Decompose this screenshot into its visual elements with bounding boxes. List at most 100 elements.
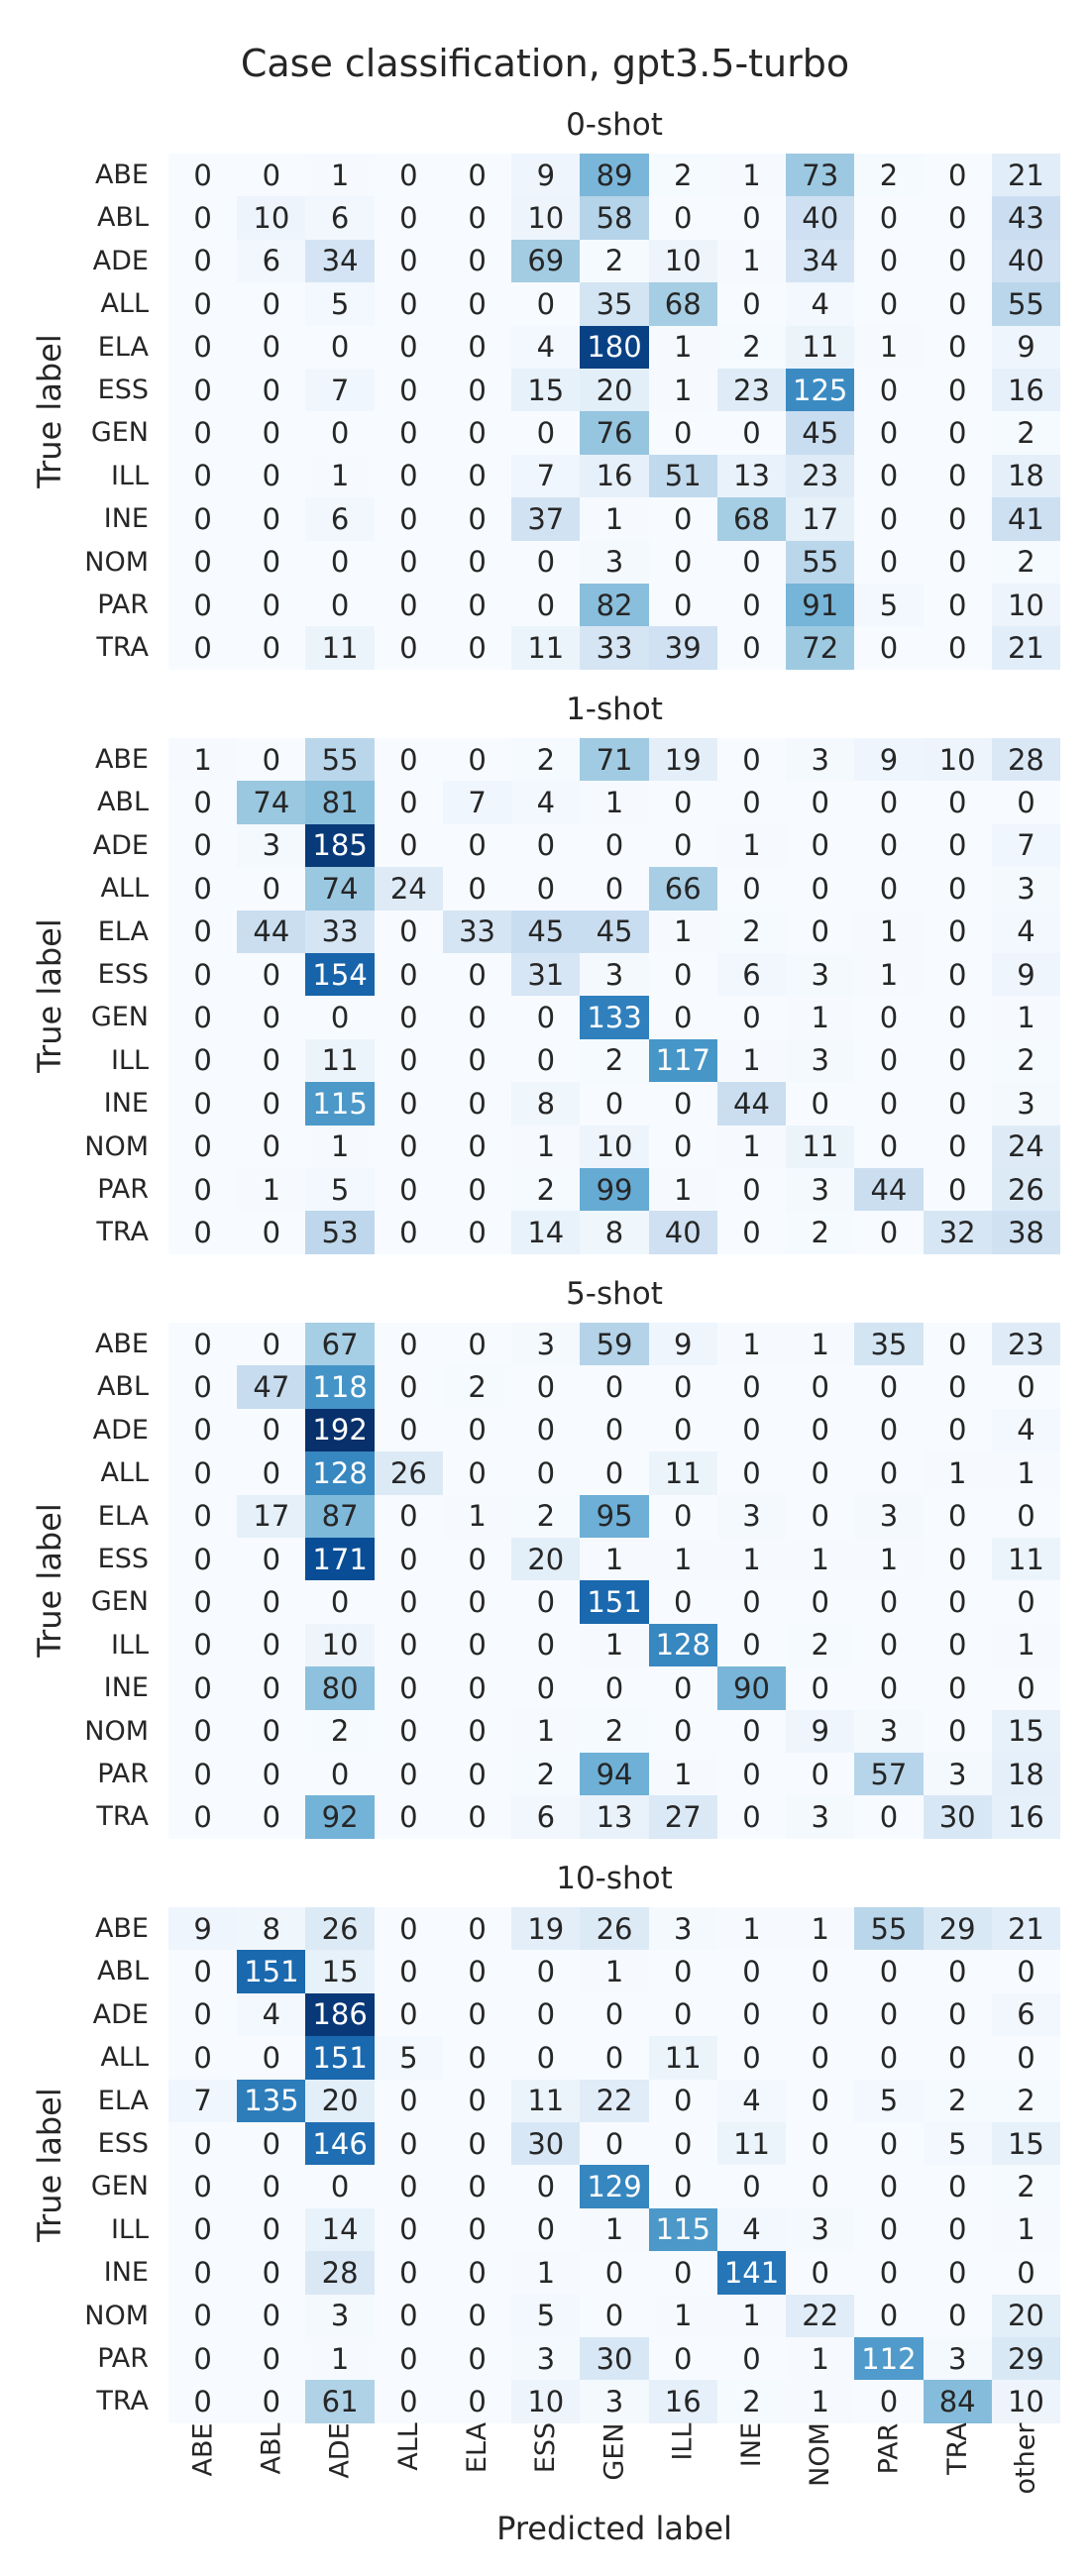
heatmap-cell: 0: [854, 867, 924, 911]
y-tick-label: TRA: [96, 2386, 149, 2417]
heatmap-cell: 33: [442, 910, 512, 953]
heatmap-cell: 3: [580, 953, 649, 997]
heatmap-cell: 10: [237, 196, 306, 240]
heatmap-cell: 0: [716, 738, 787, 782]
heatmap-cell: 90: [716, 1666, 787, 1710]
heatmap-cell: 1: [305, 154, 375, 197]
heatmap-cell: 99: [580, 1168, 649, 1212]
heatmap-cell: 1: [716, 1538, 787, 1581]
heatmap-cell: 0: [511, 411, 581, 455]
heatmap-cell: 0: [923, 626, 992, 670]
y-tick-label: TRA: [96, 1217, 149, 1248]
heatmap-cell: 0: [237, 1323, 306, 1366]
heatmap-cell: 0: [442, 1907, 512, 1951]
heatmap-cell: 0: [786, 1408, 855, 1452]
heatmap-cell: 0: [374, 196, 443, 240]
heatmap-cell: 0: [442, 282, 512, 326]
heatmap-cell: 0: [442, 1038, 512, 1083]
heatmap-cell: 44: [237, 910, 306, 953]
heatmap-cell: 171: [305, 1538, 375, 1581]
heatmap-cell: 1: [305, 2337, 375, 2381]
heatmap-cell: 185: [305, 823, 375, 868]
heatmap-cell: 1: [854, 910, 924, 953]
heatmap-cell: 18: [991, 1753, 1061, 1796]
heatmap-cell: 129: [580, 2165, 649, 2208]
heatmap-cell: 0: [374, 2165, 443, 2208]
heatmap-cell: 0: [854, 2207, 924, 2252]
heatmap-cell: 0: [237, 282, 306, 326]
heatmap-cell: 16: [580, 454, 649, 498]
heatmap-cell: 0: [237, 953, 306, 997]
heatmap-cell: 0: [716, 781, 787, 824]
heatmap-cell: 0: [923, 497, 992, 541]
y-tick-label: ESS: [97, 1544, 149, 1574]
heatmap-cell: 0: [374, 1950, 443, 1993]
heatmap-cell: 10: [580, 1125, 649, 1168]
heatmap-grid: 0 0 1 0 0 9 89 2 1 73 2 0 21 0 10 6 0 0 10 58 0 0 40 0 0 43 0 6 34 0 0…: [168, 154, 1061, 670]
heatmap-cell: 53: [305, 1211, 375, 1254]
heatmap-cell: 0: [511, 867, 581, 911]
heatmap-cell: 0: [374, 1038, 443, 1083]
heatmap-cell: 3: [305, 2294, 375, 2337]
heatmap-cell: 35: [854, 1323, 924, 1366]
heatmap-cell: 32: [923, 1211, 992, 1254]
heatmap-cell: 0: [854, 540, 924, 584]
heatmap-cell: 43: [991, 196, 1061, 240]
heatmap-cell: 0: [580, 1082, 649, 1126]
heatmap-cell: 3: [580, 540, 649, 584]
heatmap-cell: 0: [168, 1666, 238, 1710]
heatmap-cell: 1: [648, 325, 717, 369]
heatmap-cell: 0: [168, 1709, 238, 1753]
heatmap-cell: 15: [305, 1950, 375, 1993]
heatmap-cell: 0: [716, 2036, 787, 2080]
heatmap-cell: 29: [923, 1907, 992, 1951]
heatmap-cell: 0: [374, 1494, 443, 1538]
heatmap-cell: 0: [442, 2079, 512, 2122]
heatmap-cell: 0: [716, 1211, 787, 1254]
heatmap-cell: 26: [580, 1907, 649, 1951]
heatmap-cell: 0: [923, 867, 992, 911]
heatmap-cell: 2: [854, 154, 924, 197]
y-tick-label: ELA: [97, 331, 149, 363]
heatmap-cell: 0: [786, 781, 855, 824]
heatmap-cell: 0: [168, 1795, 238, 1839]
heatmap-cell: 69: [511, 239, 581, 283]
heatmap-cell: 0: [374, 738, 443, 782]
heatmap-cell: 0: [168, 823, 238, 868]
heatmap-cell: 0: [168, 953, 238, 997]
heatmap-cell: 22: [580, 2079, 649, 2122]
heatmap-cell: 0: [442, 154, 512, 197]
y-tick-label: INE: [103, 503, 149, 535]
heatmap-cell: 1: [786, 2337, 855, 2381]
heatmap-cell: 0: [511, 1365, 581, 1409]
heatmap-cell: 0: [923, 584, 992, 627]
heatmap-cell: 0: [716, 1451, 787, 1495]
heatmap-cell: 0: [923, 1494, 992, 1538]
heatmap-cell: 0: [716, 1365, 787, 1409]
heatmap-cell: 1: [648, 1538, 717, 1581]
heatmap-cell: 0: [168, 497, 238, 541]
heatmap-cell: 4: [786, 282, 855, 326]
heatmap-cell: 7: [442, 781, 512, 824]
heatmap-cell: 0: [168, 282, 238, 326]
heatmap-cell: 0: [374, 1992, 443, 2037]
heatmap-cell: 11: [511, 2079, 581, 2122]
heatmap-cell: 0: [580, 2294, 649, 2337]
heatmap-cell: 9: [991, 953, 1061, 997]
heatmap-cell: 1: [854, 325, 924, 369]
heatmap-cell: 0: [374, 369, 443, 412]
heatmap-cell: 1: [786, 1323, 855, 1366]
heatmap-cell: 84: [923, 2380, 992, 2423]
heatmap-cell: 0: [374, 1538, 443, 1581]
y-tick-label: ALL: [100, 873, 149, 905]
heatmap-cell: 33: [580, 626, 649, 670]
heatmap-cell: 0: [168, 2165, 238, 2208]
heatmap-cell: 0: [442, 2122, 512, 2166]
heatmap-cell: 0: [923, 540, 992, 584]
heatmap-cell: 5: [854, 584, 924, 627]
heatmap-cell: 0: [716, 1950, 787, 1993]
heatmap-cell: 0: [168, 454, 238, 498]
heatmap-cell: 95: [580, 1494, 649, 1538]
y-tick-label: ABL: [96, 787, 149, 818]
heatmap-cell: 10: [511, 2380, 581, 2423]
